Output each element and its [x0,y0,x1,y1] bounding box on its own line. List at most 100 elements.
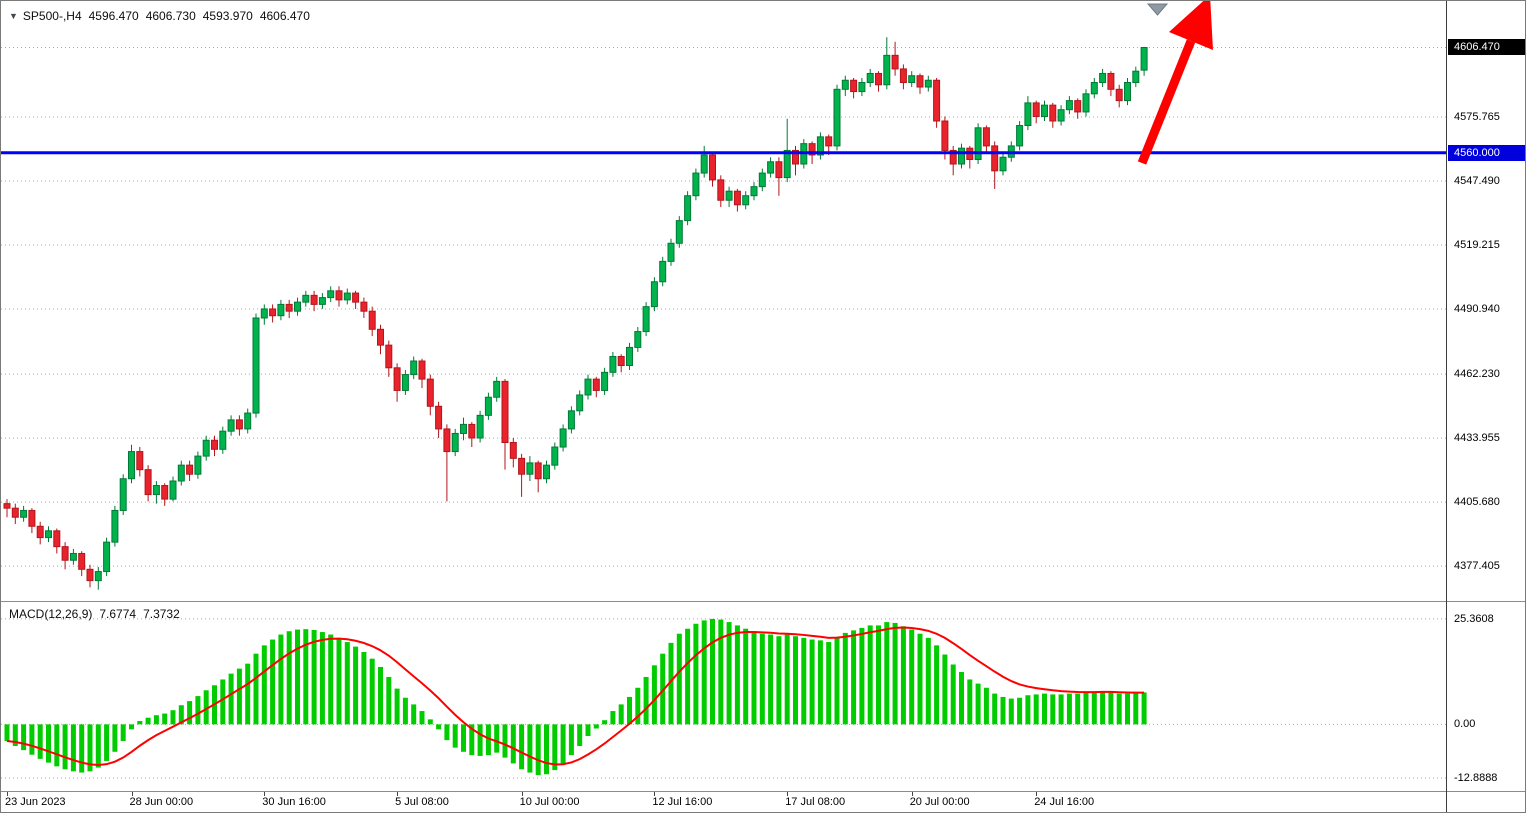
candle-body [717,179,725,201]
candle-body [136,451,144,471]
candle-body [783,149,791,179]
candle-body [443,428,451,453]
candle [1140,46,1148,76]
candle [858,77,866,97]
macd-histogram-bar [568,724,574,756]
macd-indicator-pane[interactable] [1,602,1446,791]
macd-histogram-bar [261,645,267,725]
macd-histogram-bar [718,619,724,725]
macd-histogram-bar [635,687,641,725]
price-axis[interactable]: 4575.765 4547.490 4519.215 4490.940 4462.230… [1446,1,1525,812]
candle [119,474,127,515]
time-tick [397,792,399,796]
candle [252,313,260,418]
macd-histogram-bar [319,632,325,725]
candle [501,379,509,470]
macd-histogram-bar [710,618,715,725]
candle [177,460,185,486]
candle [377,324,384,355]
macd-histogram-bar [236,668,242,725]
candle [161,483,169,506]
macd-histogram-bar [336,637,342,725]
macd-histogram-bar [618,704,624,725]
time-tick [911,792,913,796]
candle-body [244,412,252,430]
candle [584,374,592,400]
candle [692,168,700,201]
macd-histogram-bar [278,634,284,725]
macd-axis-label: 25.3608 [1454,612,1494,625]
candle-body [650,281,658,308]
candle-body [401,374,409,391]
candle [650,277,658,312]
macd-svg [1,618,1446,779]
candle [543,460,550,484]
macd-signal-value: 7.3732 [143,607,180,621]
time-axis[interactable]: 23 Jun 2023 28 Jun 00:00 30 Jun 16:00 5 Jul… [1,792,1446,812]
candle-body [302,294,310,303]
macd-histogram-bar [137,721,143,725]
time-axis-label: 23 Jun 2023 [5,796,66,808]
macd-histogram-bar [1000,696,1006,725]
candle [816,132,824,160]
candle-body [111,509,119,543]
candle-body [360,301,368,312]
candle-body [924,79,932,88]
candle [484,392,492,420]
candle [1115,84,1123,108]
candle [958,143,965,169]
macd-histogram-bar [842,632,848,725]
candle [435,401,443,438]
macd-histogram-bar [427,719,433,725]
macd-histogram-bar [668,642,674,725]
macd-histogram-bar [776,636,782,725]
candle [974,123,982,165]
candle [833,84,841,151]
macd-histogram-bar [311,629,317,725]
price-chart-pane[interactable] [1,1,1446,601]
candle [1016,121,1024,151]
candle [294,297,301,316]
macd-histogram-bar [1050,694,1056,725]
macd-histogram-bar [411,704,417,725]
candle [418,358,426,389]
candle [53,528,61,554]
macd-histogram-bar [46,724,51,763]
macd-histogram-bar [552,724,558,771]
candle-body [269,308,277,317]
time-tick [787,792,789,796]
candle-body [750,186,758,197]
candle-body [899,68,907,84]
candle-body [982,127,990,147]
candle-body [875,72,882,86]
macd-histogram-bar [1033,694,1039,725]
low-value: 4593.970 [202,9,253,23]
candle-body [20,509,28,518]
macd-histogram-bar [54,724,60,767]
time-axis-label: 5 Jul 08:00 [395,796,449,808]
candle-body [592,378,600,391]
candle-body [1090,82,1098,95]
candle-body [659,260,667,283]
macd-histogram-bar [270,639,276,725]
macd-histogram-bar [685,628,691,725]
candle-body [567,410,575,430]
candle [285,299,293,318]
candle [352,290,360,309]
candle [717,175,725,208]
candle-body [1099,72,1107,84]
macd-histogram-bar [178,705,184,725]
pane-divider[interactable] [1,601,1525,602]
up-arrow-annotation[interactable] [1137,1,1213,165]
candle-body [119,478,127,511]
macd-histogram-bar [29,724,35,755]
chart-shift-marker[interactable] [1146,3,1169,16]
macd-histogram-bar [469,724,475,756]
macd-histogram-bar [826,642,832,725]
macd-label: MACD(12,26,9) [9,607,93,621]
candle [244,408,252,434]
candle-body [1074,100,1082,113]
candle-body [1115,88,1123,102]
time-axis-label: 17 Jul 08:00 [785,796,846,808]
candle [767,157,775,178]
